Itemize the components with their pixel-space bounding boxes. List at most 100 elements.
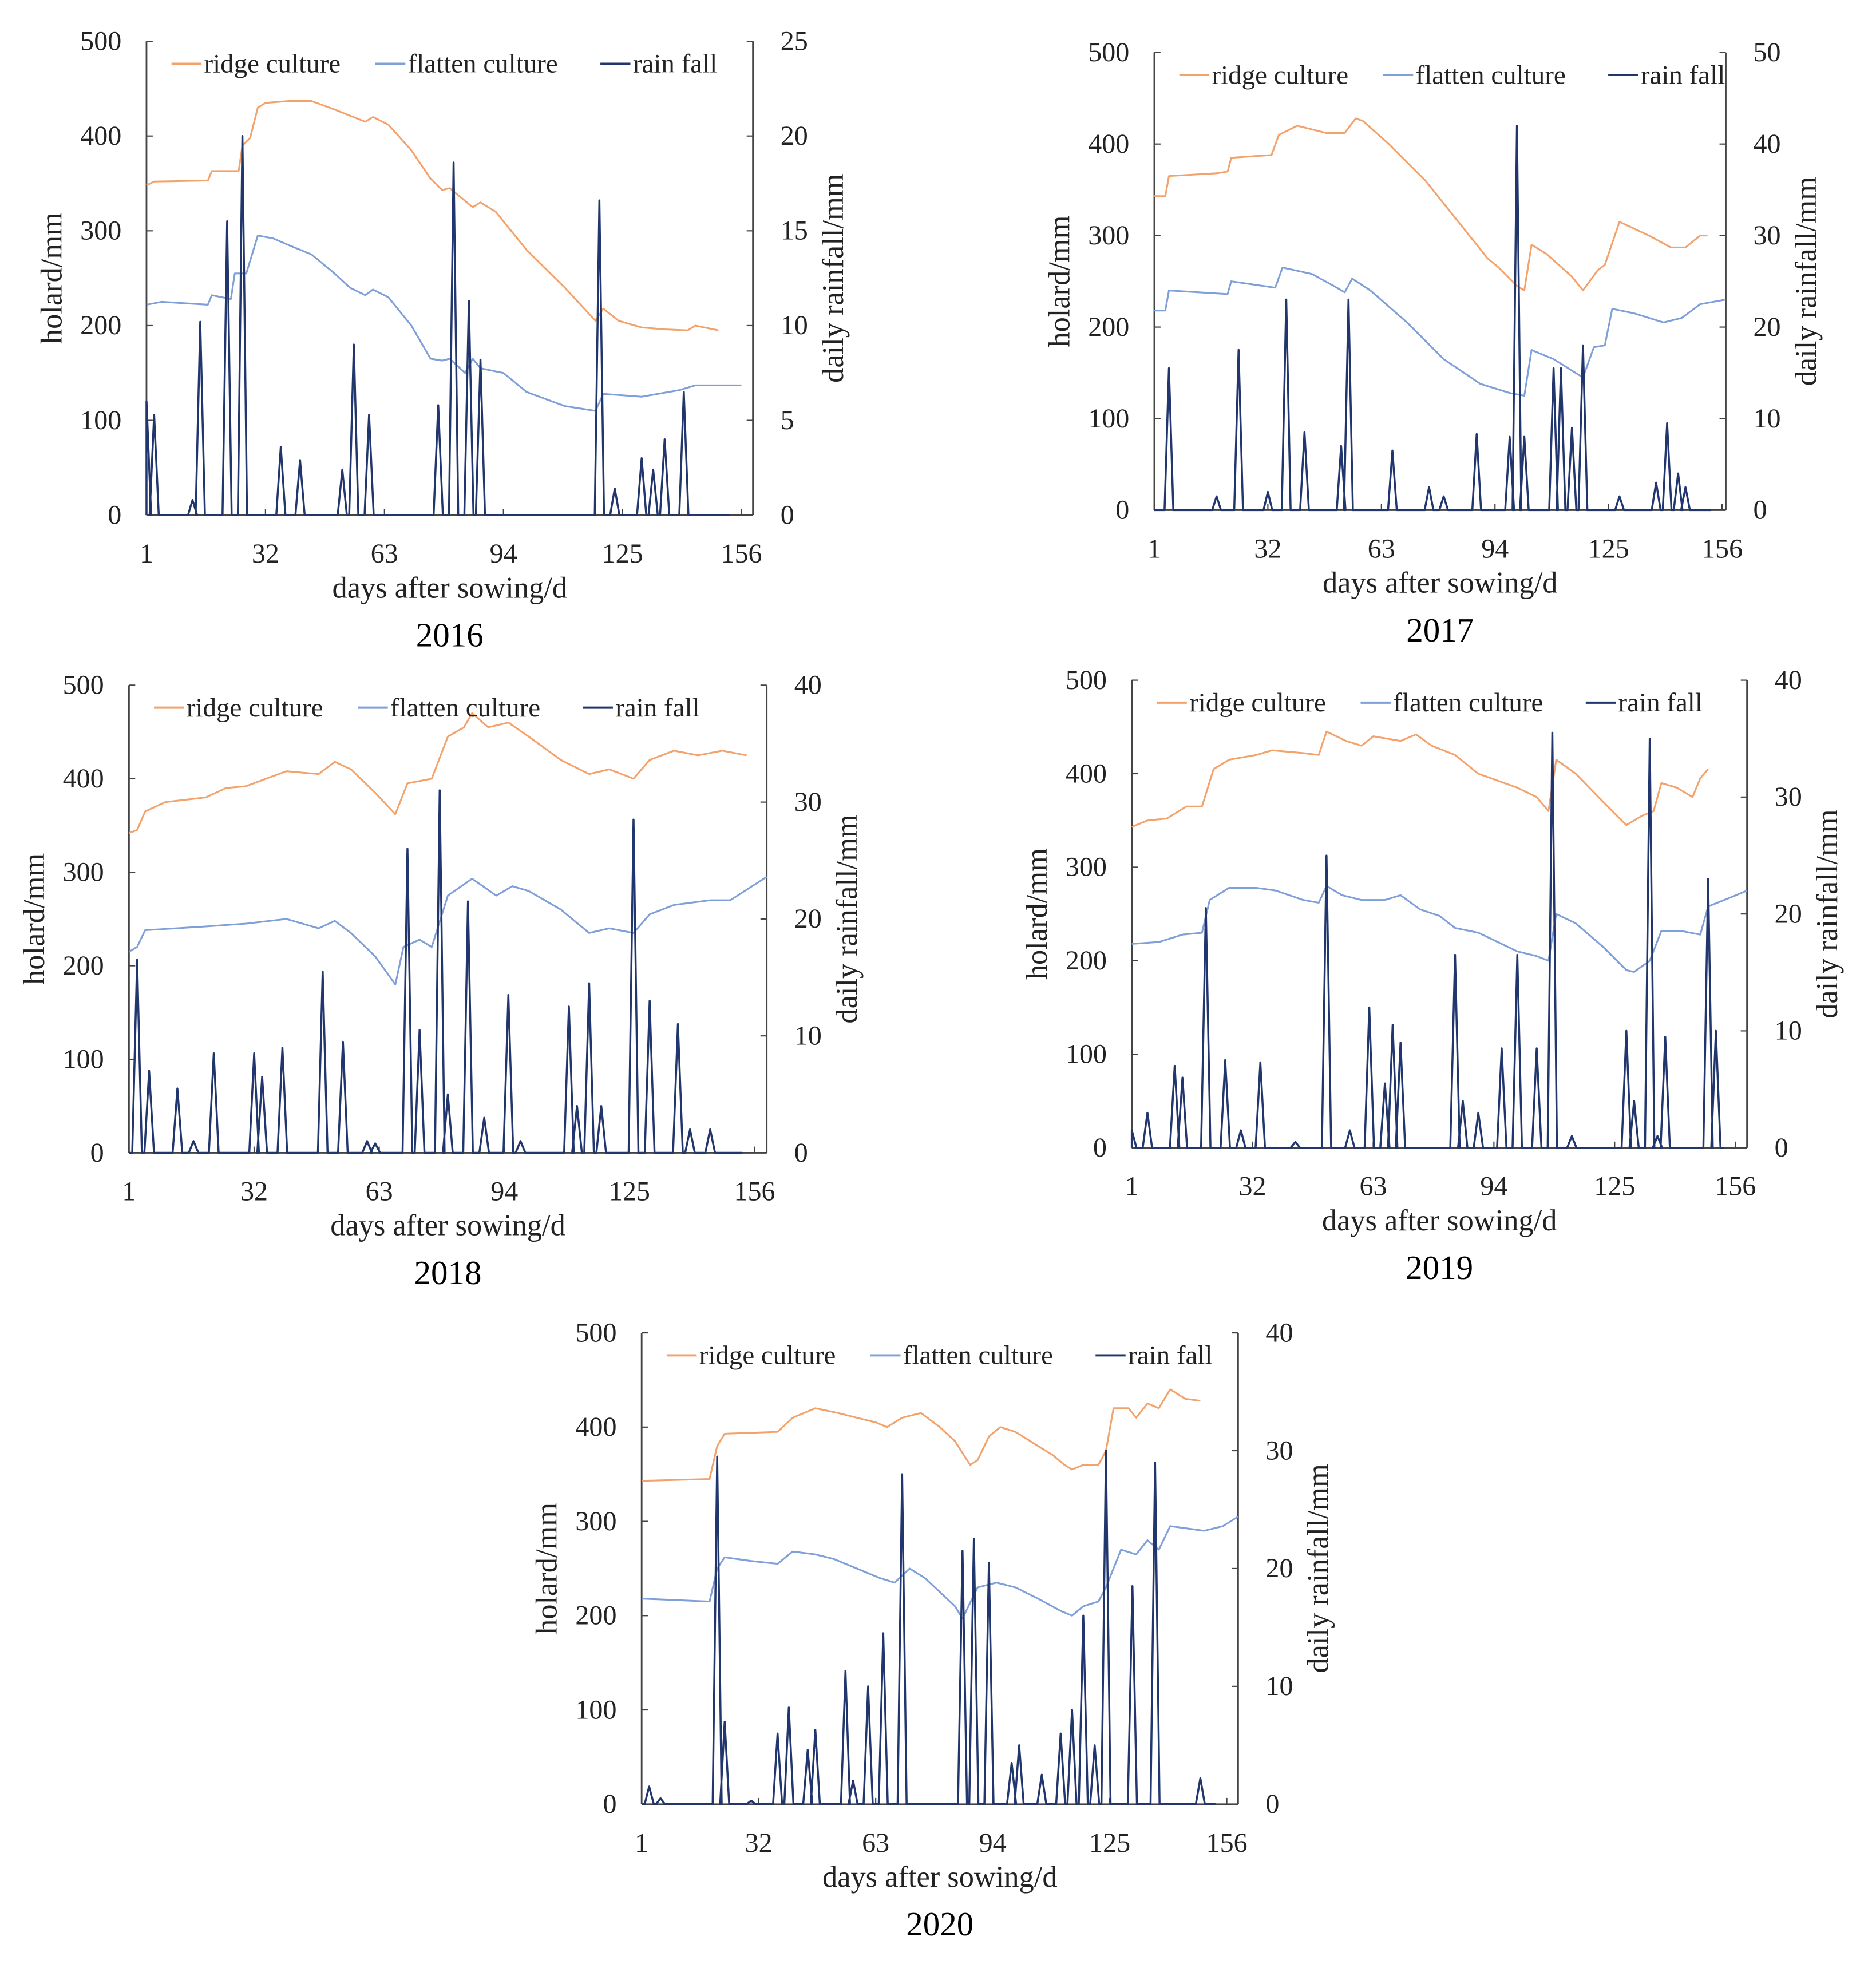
y-tick-label: 500 [1088, 37, 1129, 68]
x-tick-label: 125 [1594, 1171, 1635, 1202]
y2-tick-label: 40 [1775, 665, 1802, 695]
series-line-rain-fall [642, 1450, 1216, 1805]
x-tick-label: 94 [490, 1176, 518, 1206]
x-tick-label: 94 [1480, 1171, 1507, 1202]
y-axis-title: holard/mm [1020, 848, 1054, 980]
legend: ridge culture flatten culture rain fall [666, 1341, 1212, 1371]
legend-label-ridge: ridge culture [1212, 60, 1348, 90]
series-line-rain-fall [1130, 731, 1724, 1149]
y-tick-label: 100 [1066, 1039, 1107, 1070]
y2-tick-label: 25 [781, 26, 808, 56]
x-tick-label: 94 [490, 538, 517, 569]
y-tick-label: 0 [1093, 1133, 1107, 1163]
x-tick-label: 125 [609, 1176, 650, 1206]
series-line-flatten-culture [1131, 885, 1748, 973]
y-tick-label: 400 [63, 763, 104, 794]
legend: ridge culture flatten culture rain fall [1179, 60, 1725, 90]
y-tick-label: 0 [90, 1138, 104, 1168]
y-tick-label: 300 [575, 1506, 616, 1537]
y2-tick-label: 30 [1265, 1435, 1293, 1466]
series-line-ridge-culture [146, 100, 719, 331]
y2-tick-label: 30 [1775, 782, 1802, 812]
y2-tick-label: 30 [1754, 220, 1781, 251]
y-tick-label: 200 [1066, 945, 1107, 976]
y2-tick-label: 0 [1754, 495, 1767, 525]
y-tick-label: 0 [603, 1789, 616, 1819]
x-tick-label: 1 [122, 1176, 136, 1206]
y2-axis-title: daily rainfall/mm [1811, 809, 1844, 1018]
y-tick-label: 300 [63, 857, 104, 887]
series-line-ridge-culture [1154, 117, 1708, 292]
y-tick-label: 400 [80, 121, 121, 151]
x-tick-label: 32 [745, 1828, 773, 1858]
chart-2019: 0 100 200 300 400 500 0 10 20 30 40 1 32 63 94 125 156 da… [1020, 665, 1844, 1286]
x-tick-label: 32 [252, 538, 279, 569]
chart-2017: 0 100 200 300 400 500 0 10 20 30 40 50 1 32 63 94 125 156… [1043, 37, 1822, 649]
x-tick-label: 32 [1254, 533, 1281, 564]
x-tick-label: 156 [1701, 533, 1743, 564]
y-axis-title: holard/mm [35, 212, 68, 344]
series-line-rain-fall [129, 789, 743, 1154]
x-tick-label: 63 [371, 538, 398, 569]
x-tick-label: 156 [1715, 1171, 1756, 1202]
y2-axis-title: daily rainfall/mm [1302, 1464, 1335, 1673]
y2-tick-label: 0 [1265, 1789, 1279, 1819]
y-tick-label: 100 [63, 1044, 104, 1074]
y2-tick-label: 40 [1265, 1317, 1293, 1348]
series-line-flatten-culture [128, 876, 767, 985]
series-line-ridge-culture [1131, 730, 1709, 828]
legend-label-ridge: ridge culture [187, 693, 323, 723]
y-tick-label: 300 [1066, 852, 1107, 882]
x-tick-label: 94 [979, 1828, 1007, 1858]
x-axis-title: days after sowing/d [822, 1860, 1058, 1894]
y2-tick-label: 0 [781, 500, 794, 530]
y-tick-label: 400 [1088, 129, 1129, 159]
y-tick-label: 200 [1088, 312, 1129, 342]
y2-tick-label: 20 [781, 121, 808, 151]
y-tick-label: 100 [80, 405, 121, 435]
legend: ridge culture flatten culture rain fall [171, 49, 717, 79]
x-tick-label: 1 [635, 1828, 648, 1858]
y2-axis-title: daily rainfall/mm [817, 173, 850, 382]
legend-label-rain: rain fall [1618, 688, 1703, 718]
y2-tick-label: 15 [781, 216, 808, 246]
y2-tick-label: 0 [794, 1138, 808, 1168]
y-tick-label: 200 [63, 951, 104, 981]
y-tick-label: 500 [63, 670, 104, 700]
x-axis-title: days after sowing/d [1323, 567, 1558, 600]
chart-year-caption: 2020 [906, 1905, 973, 1943]
legend-label-flatten: flatten culture [390, 693, 540, 723]
legend-label-rain: rain fall [633, 49, 717, 79]
y-tick-label: 0 [1115, 495, 1129, 525]
legend-label-flatten: flatten culture [903, 1341, 1053, 1371]
y-tick-label: 100 [575, 1694, 616, 1725]
x-tick-label: 156 [721, 538, 762, 569]
legend-label-flatten: flatten culture [1393, 688, 1543, 718]
y-tick-label: 0 [108, 500, 121, 530]
chart-2020: 0 100 200 300 400 500 0 10 20 30 40 1 32 63 94 125 156 da… [531, 1317, 1335, 1943]
legend-label-ridge: ridge culture [1189, 688, 1326, 718]
y2-tick-label: 5 [781, 405, 794, 435]
y2-tick-label: 10 [781, 310, 808, 340]
y2-tick-label: 20 [1754, 312, 1781, 342]
y2-tick-label: 10 [1775, 1016, 1802, 1046]
y-tick-label: 400 [575, 1412, 616, 1442]
legend: ridge culture flatten culture rain fall [1157, 688, 1703, 718]
y2-axis-title: daily rainfall/mm [1790, 177, 1823, 386]
x-tick-label: 32 [1239, 1171, 1267, 1202]
x-tick-label: 125 [602, 538, 643, 569]
y-tick-label: 500 [80, 26, 121, 56]
y-tick-label: 100 [1088, 403, 1129, 434]
y-axis-title: holard/mm [18, 853, 51, 985]
series-line-ridge-culture [642, 1388, 1201, 1482]
series-line-flatten-culture [1154, 267, 1726, 397]
y-tick-label: 300 [80, 216, 121, 246]
legend-label-rain: rain fall [1128, 1341, 1212, 1371]
y-axis-title: holard/mm [531, 1503, 564, 1634]
x-tick-label: 156 [734, 1176, 775, 1206]
x-tick-label: 125 [1588, 533, 1629, 564]
y2-tick-label: 20 [1775, 898, 1802, 929]
series-line-rain-fall [145, 134, 730, 516]
y2-tick-label: 20 [794, 904, 822, 934]
x-axis-title: days after sowing/d [333, 571, 568, 604]
